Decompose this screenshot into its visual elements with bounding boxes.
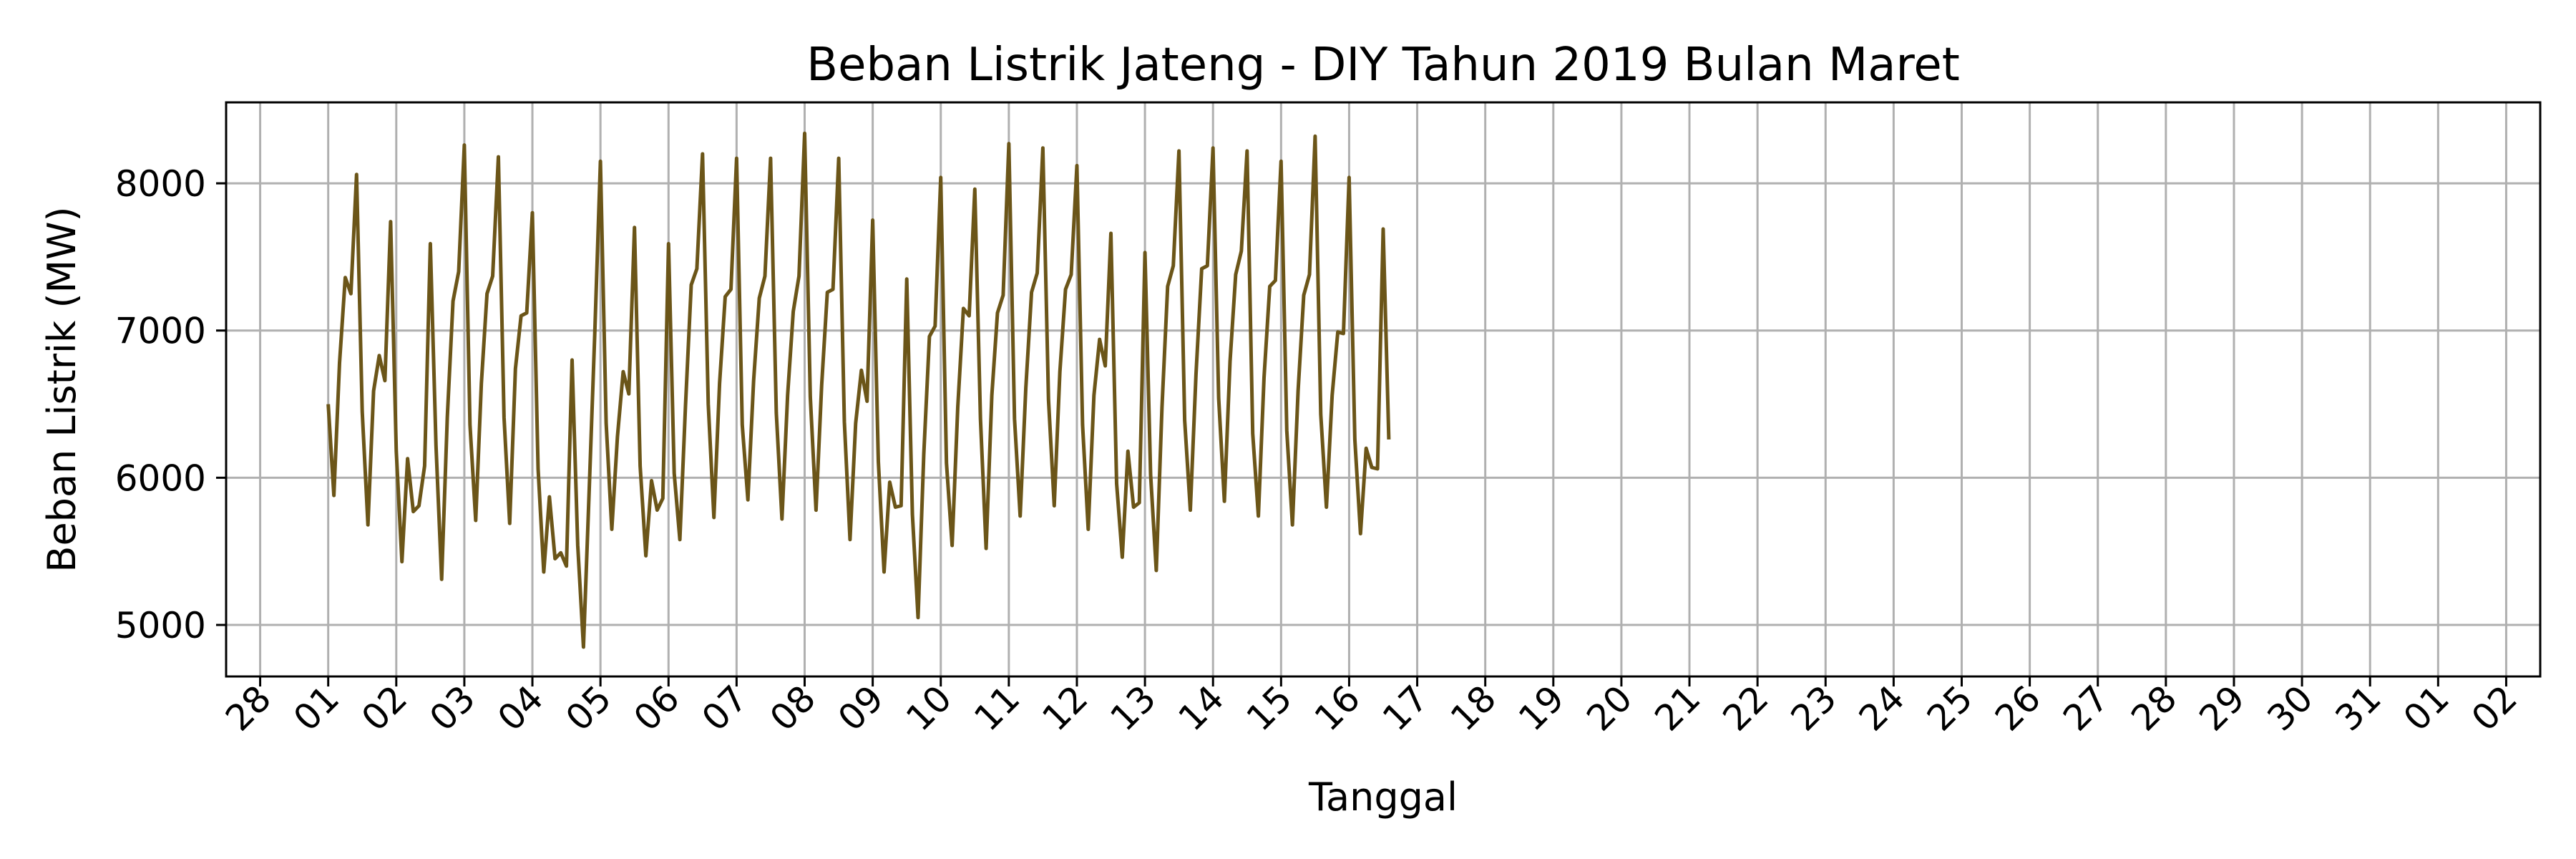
y-tick-label: 6000: [115, 457, 206, 499]
x-axis-label: Tanggal: [1308, 775, 1458, 820]
y-axis-label: Beban Listrik (MW): [39, 206, 84, 572]
plot-frame: [225, 101, 2542, 678]
y-tick-label: 5000: [115, 605, 206, 646]
series-line: [326, 131, 1391, 649]
y-tick-label: 8000: [115, 163, 206, 205]
chart-title: Beban Listrik Jateng - DIY Tahun 2019 Bu…: [806, 39, 1960, 92]
y-tick-label: 7000: [115, 311, 206, 352]
